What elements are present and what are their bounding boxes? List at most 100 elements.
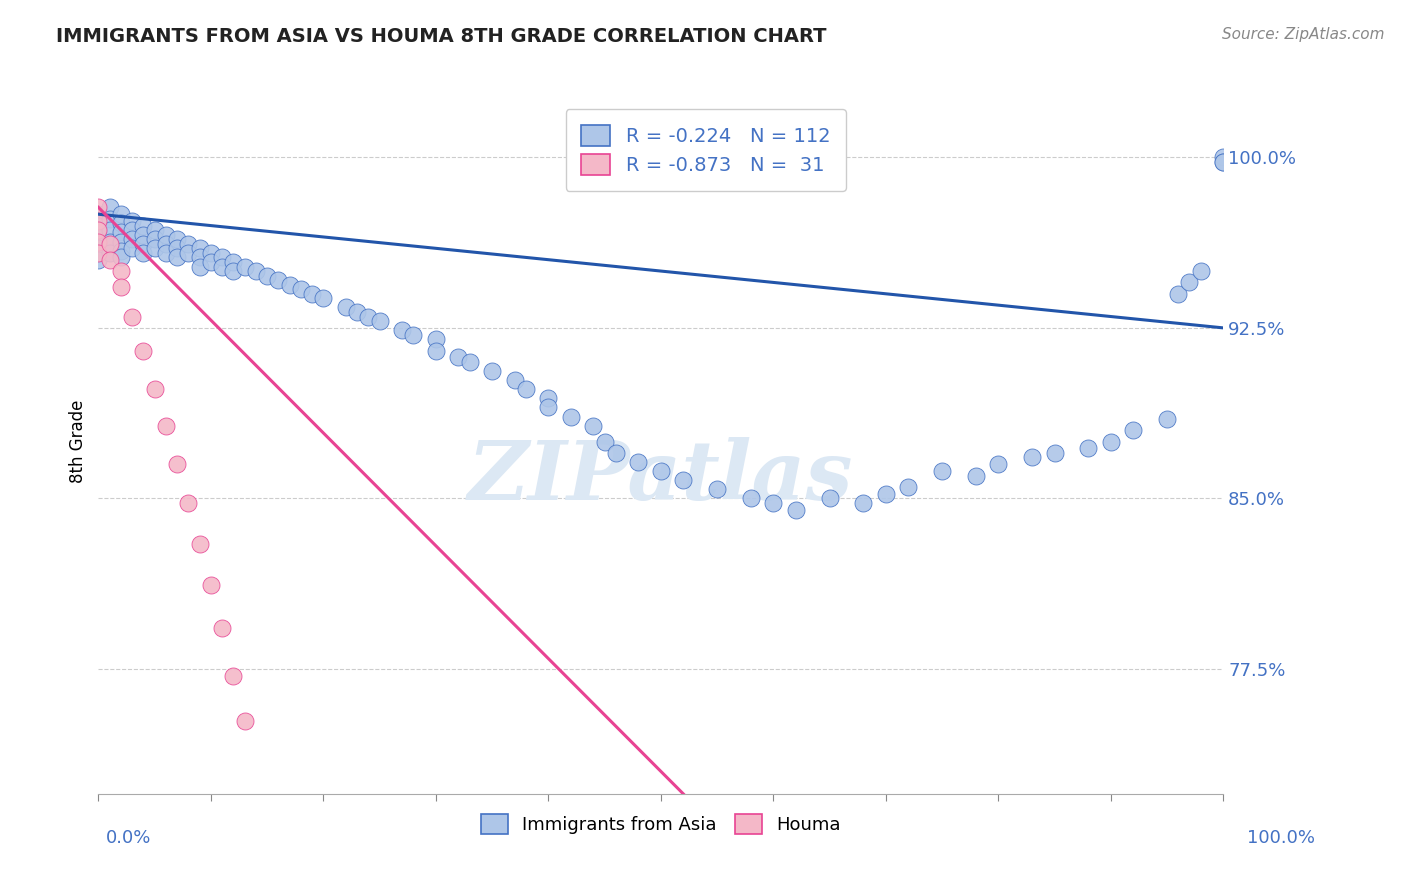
Point [110,235,132,249]
Point [391,323,413,337]
Point [87,223,110,237]
Point [155,236,177,251]
Point [278,277,301,292]
Point [98,223,121,237]
Point [425,343,447,358]
Point [87,235,110,249]
Point [267,273,290,287]
Point [87,245,110,260]
Point [582,418,605,433]
Point [1021,450,1043,465]
Point [188,241,211,255]
Point [762,496,785,510]
Point [121,232,143,246]
Point [222,264,245,278]
Point [132,245,155,260]
Point [301,286,323,301]
Point [515,382,537,396]
Point [1212,155,1234,169]
Point [143,232,166,246]
Point [312,291,335,305]
Point [110,251,132,265]
Point [98,211,121,226]
Point [233,714,256,728]
Point [706,483,728,497]
Point [110,280,132,294]
Point [1189,264,1212,278]
Point [211,260,233,274]
Point [627,455,650,469]
Point [121,241,143,255]
Point [346,305,368,319]
Point [650,464,672,478]
Point [87,214,110,228]
Point [98,236,121,251]
Text: Source: ZipAtlas.com: Source: ZipAtlas.com [1222,27,1385,42]
Point [1156,412,1178,426]
Point [132,227,155,242]
Point [1099,434,1122,449]
Point [121,310,143,324]
Point [740,491,762,506]
Point [155,418,177,433]
Point [143,382,166,396]
Point [110,207,132,221]
Point [425,332,447,346]
Point [503,373,526,387]
Point [1077,442,1099,456]
Point [481,364,503,378]
Point [87,207,110,221]
Point [121,223,143,237]
Y-axis label: 8th Grade: 8th Grade [69,400,87,483]
Point [402,327,425,342]
Text: ZIPatlas: ZIPatlas [468,437,853,516]
Text: 100.0%: 100.0% [1247,829,1315,847]
Point [98,245,121,260]
Point [537,401,560,415]
Point [290,282,312,296]
Point [931,464,953,478]
Point [177,236,200,251]
Point [256,809,278,823]
Point [188,260,211,274]
Point [233,260,256,274]
Point [222,255,245,269]
Point [143,223,166,237]
Point [537,392,560,406]
Point [368,314,391,328]
Point [110,226,132,240]
Point [672,473,695,487]
Point [852,496,875,510]
Point [132,219,155,233]
Point [87,219,110,233]
Point [785,502,807,516]
Point [875,487,897,501]
Point [166,457,188,471]
Point [335,301,357,315]
Point [1178,276,1201,290]
Point [188,537,211,551]
Point [1212,150,1234,164]
Point [155,227,177,242]
Point [447,351,470,365]
Point [166,232,188,246]
Text: 0.0%: 0.0% [105,829,150,847]
Point [1167,286,1189,301]
Point [87,241,110,255]
Point [177,245,200,260]
Point [458,355,481,369]
Point [1043,446,1066,460]
Point [1212,155,1234,169]
Point [132,236,155,251]
Point [211,621,233,635]
Point [222,668,245,682]
Point [593,434,616,449]
Point [98,252,121,267]
Point [87,252,110,267]
Point [245,264,267,278]
Point [166,241,188,255]
Point [87,236,110,251]
Point [87,230,110,244]
Point [121,214,143,228]
Point [200,255,222,269]
